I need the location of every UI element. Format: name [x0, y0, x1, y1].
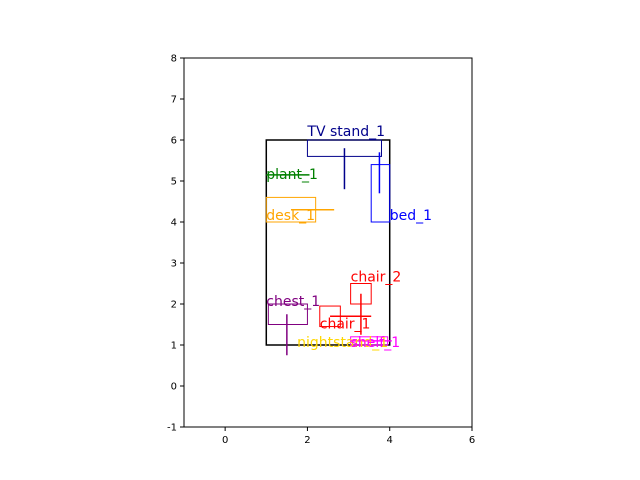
axis-ticks: 0 2 4 6 -1 0 1 2 3 4 5 6 7 8 — [167, 54, 475, 447]
y-tick-label: 2 — [171, 300, 177, 311]
object-label-tv-stand-1: TV stand_1 — [306, 124, 385, 140]
x-tick-label: 6 — [469, 435, 475, 446]
y-tick-label: 8 — [171, 54, 177, 65]
object-labels: TV stand_1 bed_1 plant_1 desk_1 chair_2chair… — [266, 124, 432, 351]
object-label-bed-1: bed_1 — [390, 208, 432, 224]
x-tick-label: 4 — [387, 435, 393, 446]
y-tick-label: 3 — [171, 259, 177, 270]
x-tick-label: 0 — [222, 435, 228, 446]
object-label-desk-1: desk_1 — [266, 208, 315, 224]
chart-marks — [265, 139, 392, 356]
y-tick-label: 6 — [171, 136, 177, 147]
object-label-plant-1: plant_1 — [266, 167, 318, 183]
object-label-chair-2: chair_2 — [351, 269, 402, 285]
y-tick-label: 0 — [171, 382, 177, 393]
object-label-nightstand-1: nightstand_1 — [297, 335, 388, 351]
y-tick-label: 1 — [171, 341, 177, 352]
x-tick-label: 2 — [304, 435, 310, 446]
y-tick-label: 7 — [171, 95, 177, 106]
object-label-chair-1: chair_1 — [320, 317, 371, 333]
object-box-bed-1 — [370, 164, 391, 223]
y-tick-label: 5 — [171, 177, 177, 188]
y-tick-label: 4 — [171, 218, 177, 229]
object-label-shelf-1: shelf_1 — [351, 335, 401, 351]
object-box-chest-1 — [267, 303, 308, 325]
y-tick-label: -1 — [167, 423, 177, 434]
axes-frame — [183, 57, 473, 428]
object-label-chest-1: chest_1 — [266, 294, 320, 310]
